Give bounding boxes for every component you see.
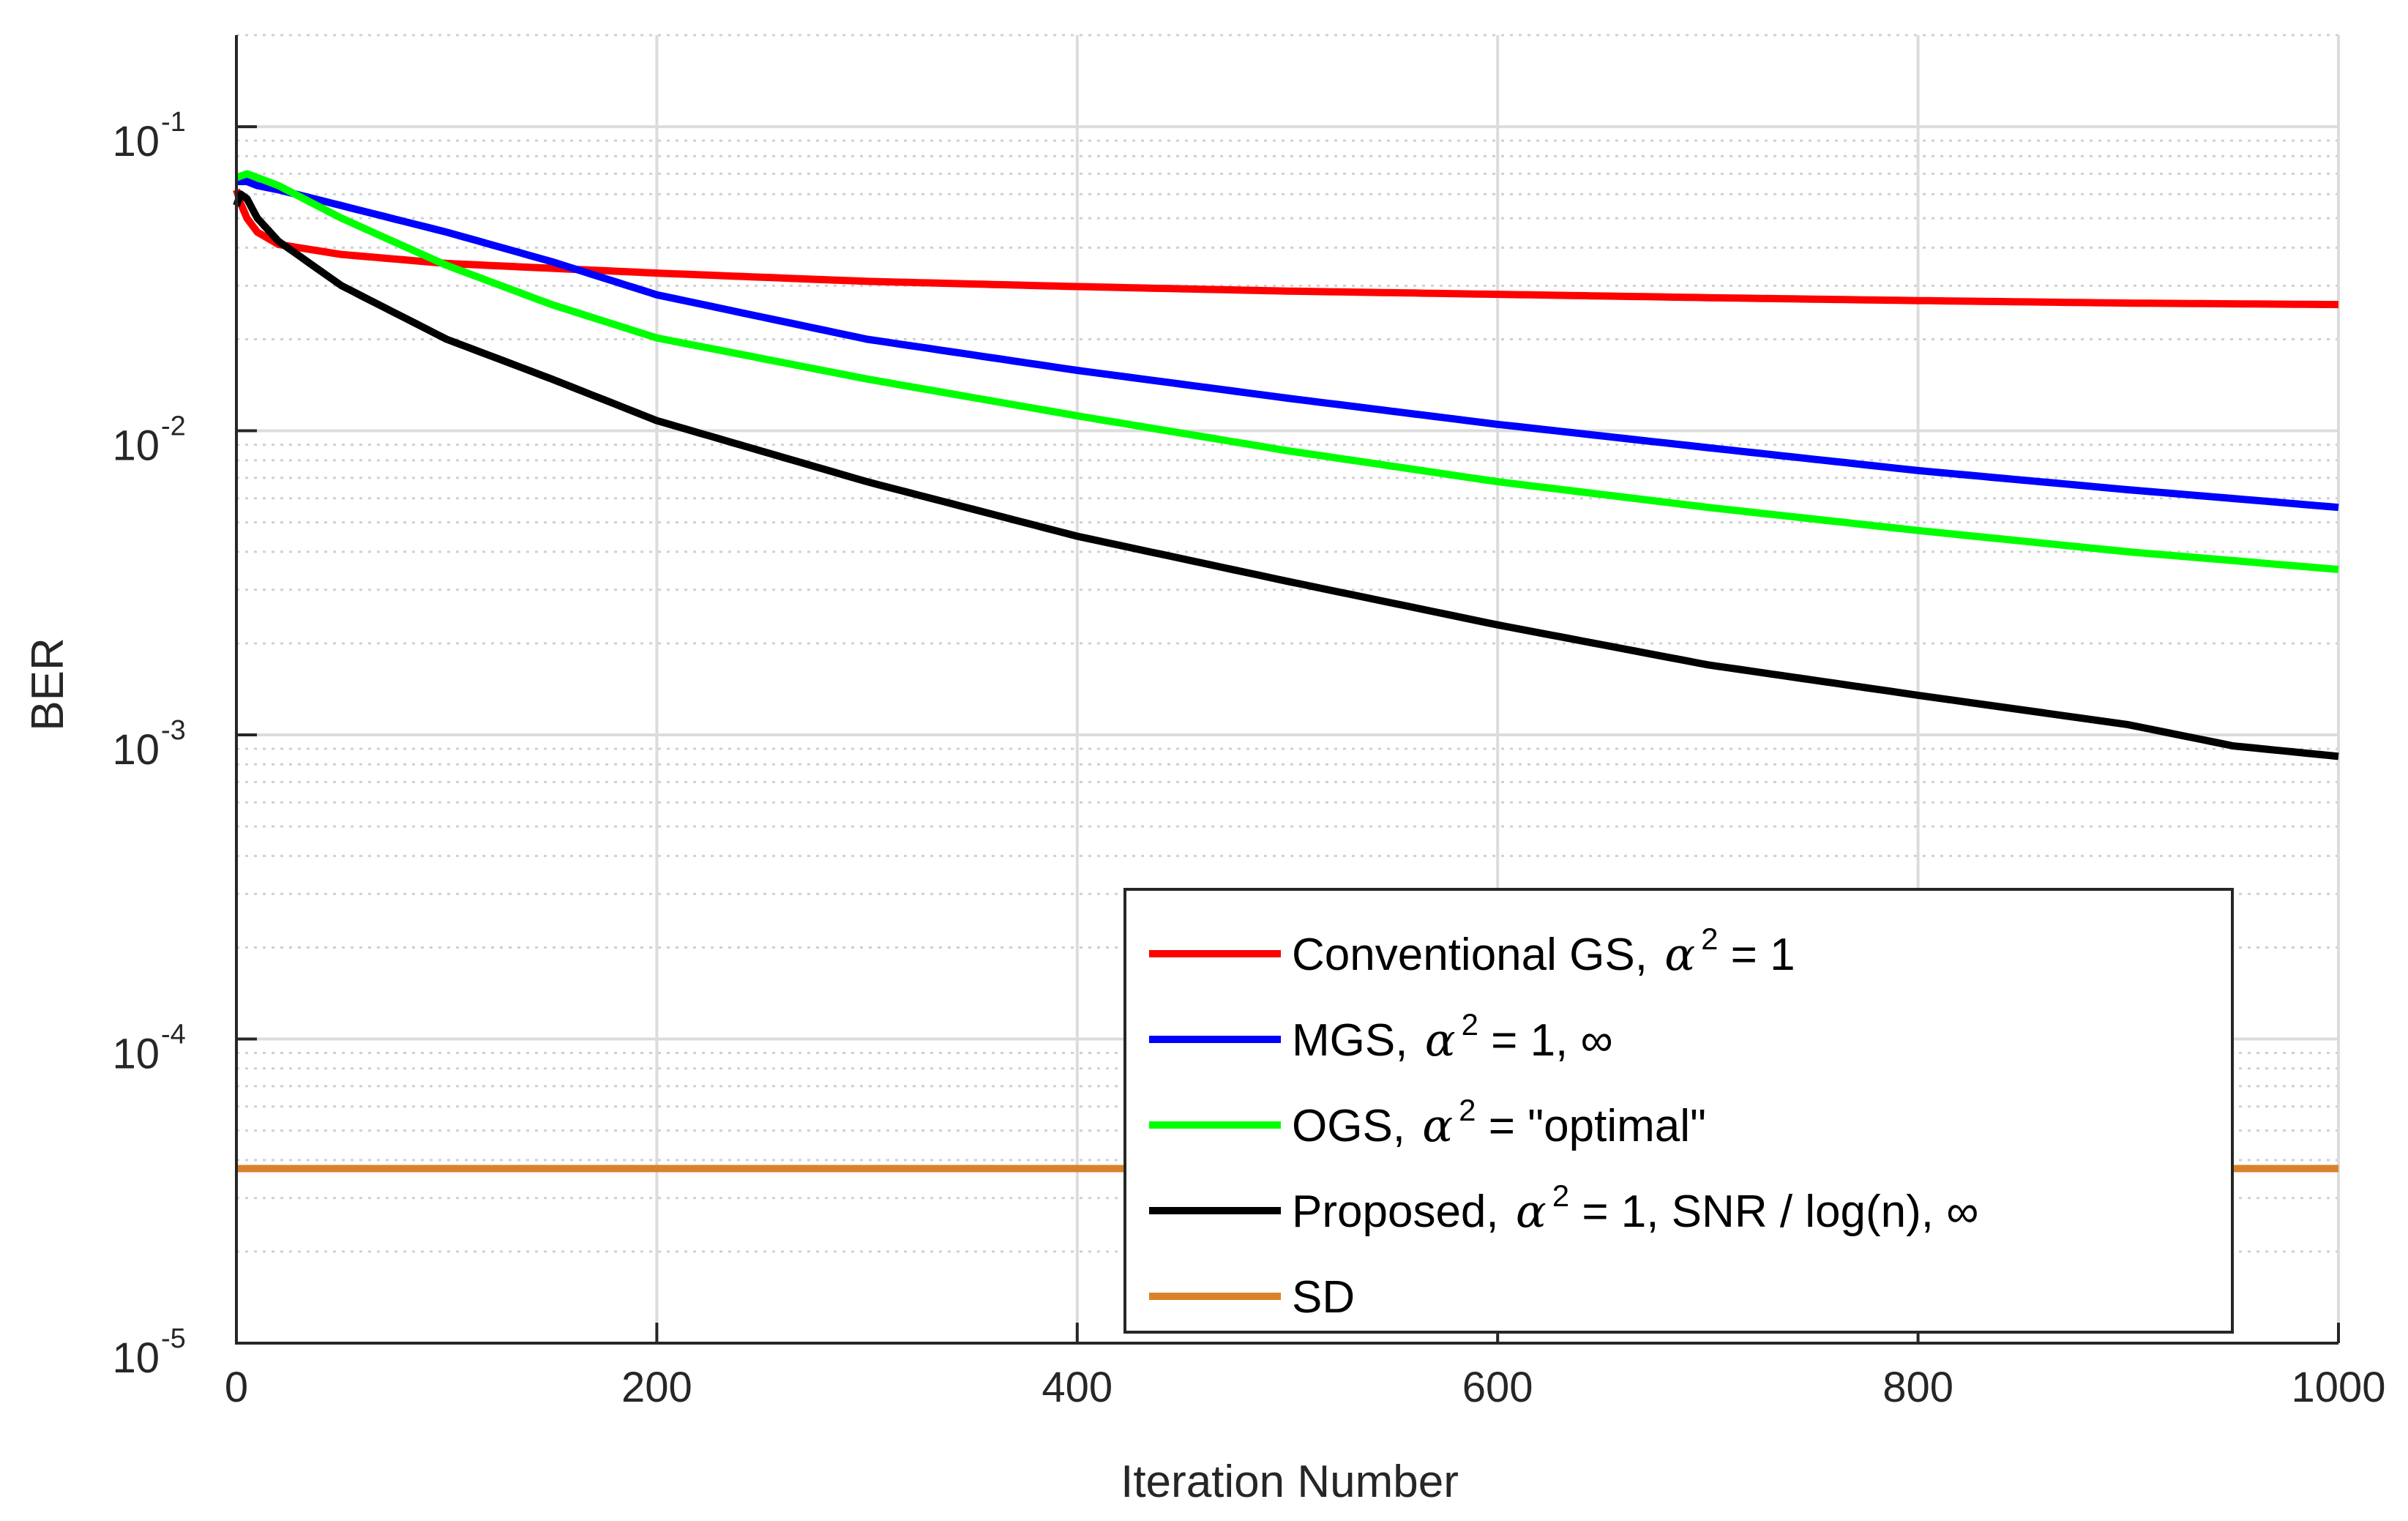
y-tick-label-base: 10	[112, 1334, 160, 1382]
y-tick-label-base: 10	[112, 422, 160, 470]
x-tick-label: 0	[225, 1364, 248, 1411]
y-tick-label-exponent: -1	[161, 107, 186, 138]
x-tick-label: 400	[1042, 1364, 1113, 1411]
y-axis-title: BER	[23, 638, 73, 730]
y-tick-label-base: 10	[112, 118, 160, 165]
x-tick-label: 200	[621, 1364, 692, 1411]
series-line-2	[235, 170, 2339, 573]
legend-box	[1123, 888, 2234, 1334]
legend-label-4: SD	[1292, 1272, 1355, 1323]
series-lines	[233, 170, 2339, 1173]
series-line-1	[236, 178, 2339, 512]
y-tick-label-exponent: -5	[161, 1323, 186, 1354]
x-tick-label: 600	[1462, 1364, 1533, 1411]
series-line-3	[233, 190, 2339, 760]
y-tick-label-exponent: -2	[161, 411, 186, 442]
x-tick-label: 800	[1882, 1364, 1953, 1411]
y-tick-label-exponent: -3	[161, 715, 186, 746]
y-tick-label-exponent: -4	[161, 1020, 186, 1050]
series-line-0	[233, 188, 2339, 309]
x-tick-label: 1000	[2291, 1364, 2385, 1411]
y-tick-label-base: 10	[112, 1031, 160, 1078]
x-axis-title: Iteration Number	[1121, 1457, 1459, 1507]
y-tick-label-base: 10	[112, 726, 160, 774]
